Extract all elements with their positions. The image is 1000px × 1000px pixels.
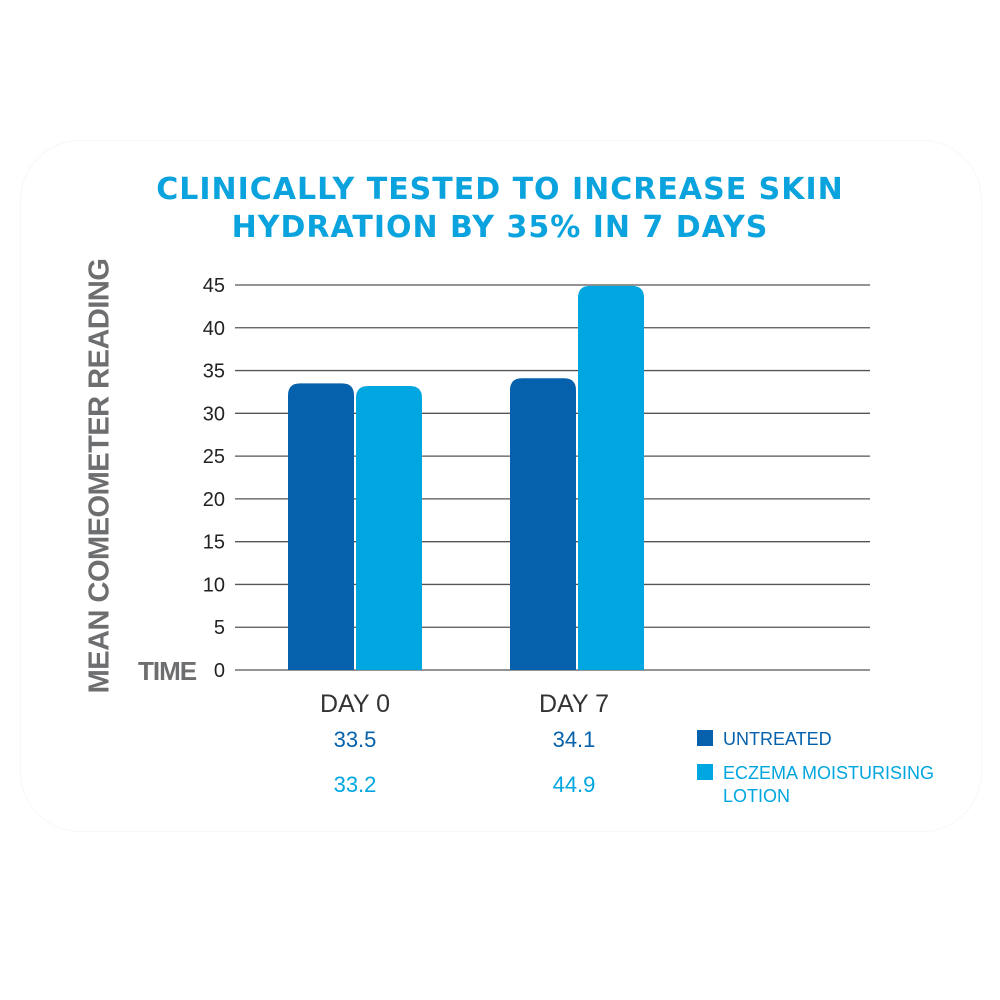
bar — [356, 385, 422, 670]
category-label: DAY 0 — [320, 690, 390, 718]
legend-swatch — [697, 764, 713, 780]
y-tick-label: 25 — [203, 446, 225, 468]
x-axis-label: TIME — [138, 656, 197, 686]
legend-label: ECZEMA MOISTURISING LOTION — [723, 763, 935, 806]
y-tick-label: 10 — [203, 574, 225, 596]
chart-title-line-2: HYDRATION BY 35% IN 7 DAYS — [231, 210, 769, 245]
y-tick-label: 5 — [214, 617, 225, 639]
y-tick-label: 40 — [203, 318, 225, 340]
y-tick-label: 0 — [214, 660, 225, 682]
bar — [510, 378, 576, 670]
data-label: 33.5 — [333, 727, 377, 752]
y-tick-label: 20 — [203, 489, 225, 511]
category-label: DAY 7 — [539, 690, 609, 718]
data-label: 44.9 — [552, 772, 596, 797]
data-label: 34.1 — [552, 727, 596, 752]
legend-swatch — [697, 730, 713, 746]
data-label: 33.2 — [333, 772, 377, 797]
bar — [578, 285, 644, 670]
y-tick-label: 30 — [203, 403, 225, 425]
bar — [288, 383, 354, 670]
y-tick-label: 15 — [203, 532, 225, 554]
background-panel — [20, 140, 982, 832]
legend-label: UNTREATED — [723, 729, 832, 749]
y-tick-label: 45 — [203, 275, 225, 297]
y-tick-label: 35 — [203, 361, 225, 383]
chart-title-line-1: CLINICALLY TESTED TO INCREASE SKIN — [156, 172, 844, 207]
